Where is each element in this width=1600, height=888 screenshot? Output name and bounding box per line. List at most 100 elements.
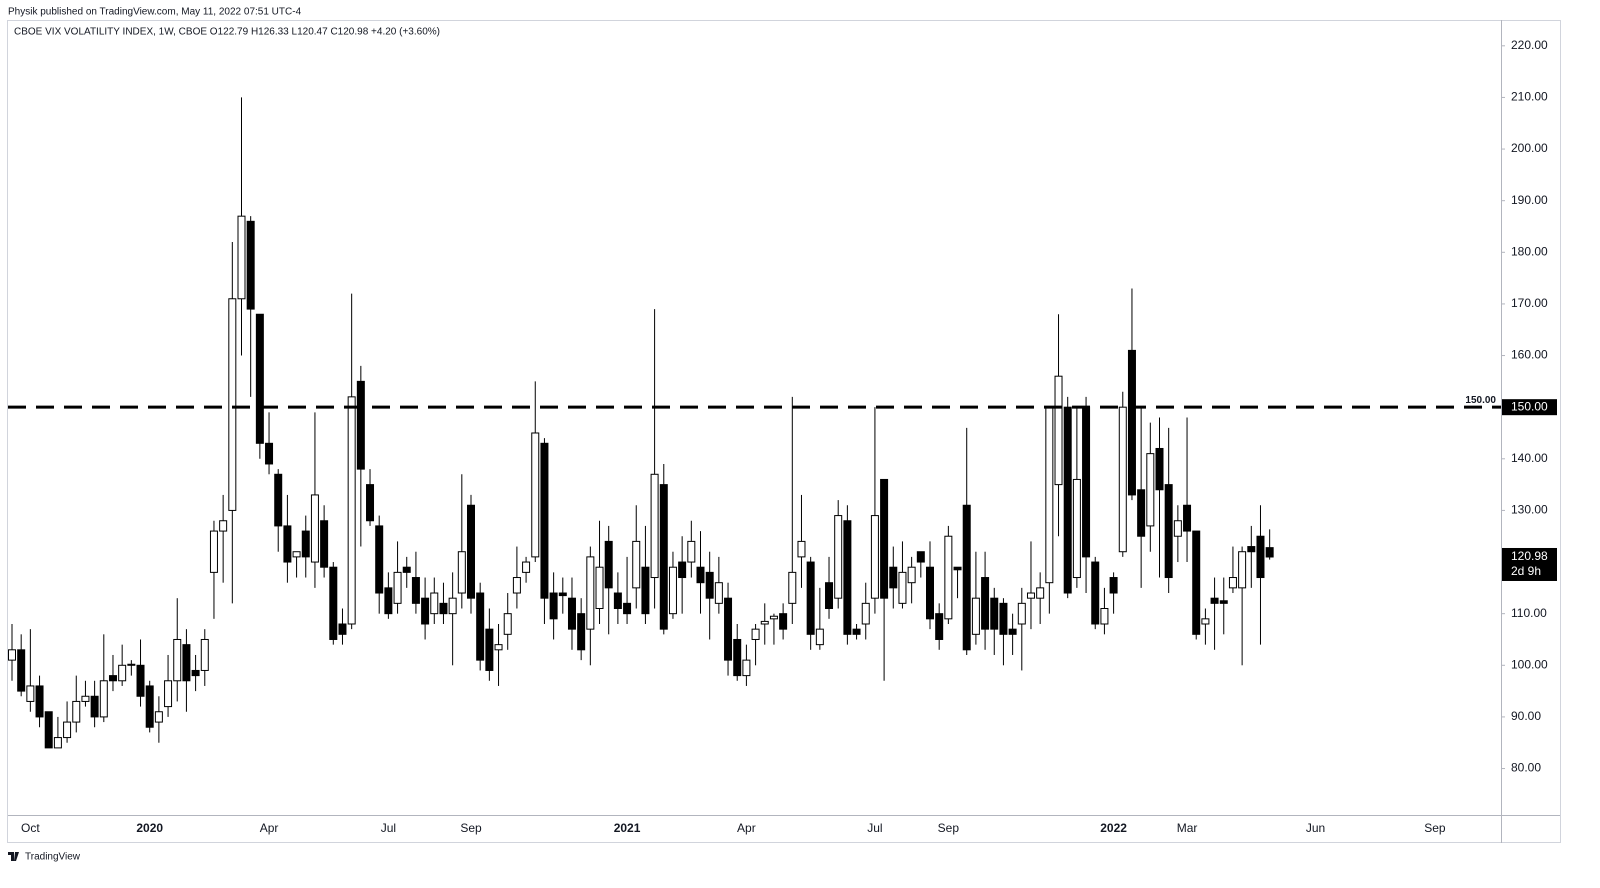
candle-body — [283, 525, 292, 563]
candle-body — [733, 638, 742, 677]
y-tick-label: 200.00 — [1511, 141, 1548, 155]
y-tick-label: 220.00 — [1511, 38, 1548, 52]
candle-body — [668, 566, 677, 615]
candle-body — [981, 577, 990, 630]
frame — [7, 20, 1561, 843]
y-tick-label: 140.00 — [1511, 451, 1548, 465]
candle-body — [347, 396, 356, 625]
candle-body — [108, 675, 117, 682]
x-tick-label: Apr — [260, 821, 279, 835]
candle-body — [1118, 406, 1127, 553]
candle-body — [999, 602, 1008, 635]
candle-body — [714, 582, 723, 604]
candle-body — [1063, 406, 1072, 594]
candle-body — [1026, 592, 1035, 599]
candle-body — [274, 473, 283, 527]
candle-body — [1054, 375, 1063, 486]
candle-body — [485, 628, 494, 671]
candle-body — [200, 638, 209, 671]
candle-body — [907, 566, 916, 584]
candle-body — [1238, 551, 1247, 589]
candle-body — [265, 442, 274, 465]
candle-body — [641, 566, 650, 615]
candle-body — [852, 628, 861, 635]
logo — [8, 852, 19, 861]
candle-body — [522, 561, 531, 573]
candle-body — [870, 515, 879, 599]
candle-body — [650, 473, 659, 579]
candle-body — [384, 587, 393, 615]
candle-body — [1008, 628, 1017, 635]
x-tick-label: Jun — [1306, 821, 1325, 835]
y-tick-label: 180.00 — [1511, 244, 1548, 258]
countdown: 2d 9h — [1511, 564, 1541, 578]
candle-body — [1137, 489, 1146, 537]
candle-body — [1247, 546, 1256, 553]
candle-body — [457, 551, 466, 594]
candle-body — [127, 663, 136, 666]
candle-body — [366, 484, 375, 522]
candle-body — [898, 571, 907, 604]
candle-body — [788, 571, 797, 604]
y-tick-label: 130.00 — [1511, 503, 1548, 517]
candle-body — [687, 540, 696, 563]
candle-body — [81, 695, 90, 702]
candle-body — [44, 711, 53, 749]
candle-body — [35, 685, 44, 718]
candle-body — [1146, 453, 1155, 527]
candle-body — [623, 602, 632, 615]
candle-body — [237, 215, 246, 300]
candle-body — [338, 623, 347, 635]
candle-body — [586, 556, 595, 630]
candle-body — [1045, 406, 1054, 584]
candle-body — [779, 613, 788, 630]
candle-body — [209, 530, 218, 573]
hline-tag — [1502, 399, 1557, 416]
candle-body — [393, 571, 402, 604]
candle-body — [1127, 349, 1136, 496]
candle-body — [916, 551, 925, 563]
candle-body — [843, 520, 852, 635]
candle-body — [53, 737, 62, 749]
y-tick-label: 210.00 — [1511, 90, 1548, 104]
x-tick-label: Apr — [737, 821, 756, 835]
x-tick-label: 2020 — [136, 821, 163, 835]
y-tick-label: 160.00 — [1511, 348, 1548, 362]
candle-body — [476, 592, 485, 661]
candle-body — [173, 638, 182, 682]
candle-body — [402, 566, 411, 573]
candle-body — [118, 664, 127, 682]
candle-body — [613, 592, 622, 610]
candle-body — [1091, 561, 1100, 625]
candle-body — [549, 592, 558, 620]
candle-body — [1155, 447, 1164, 491]
candle-body — [182, 644, 191, 682]
candle-body — [1100, 608, 1109, 625]
candle-body — [154, 711, 163, 723]
candle-body — [448, 597, 457, 615]
y-tick-label: 110.00 — [1511, 606, 1547, 620]
candle-body — [1036, 587, 1045, 599]
candle-body — [604, 540, 613, 589]
candle-body — [751, 628, 760, 640]
candle-body — [246, 220, 255, 310]
candle-body — [724, 597, 733, 661]
candle-body — [540, 442, 549, 599]
candle-body — [90, 695, 99, 718]
candle-body — [503, 613, 512, 635]
candle-body — [301, 530, 310, 558]
x-tick-label: Mar — [1177, 821, 1198, 835]
candle-body — [145, 685, 154, 728]
candle-body — [1017, 602, 1026, 625]
candle-body — [971, 597, 980, 635]
candle-body — [632, 540, 641, 589]
candle-body — [889, 566, 898, 589]
header: Physik published on TradingView.com, May… — [8, 7, 302, 18]
candle-body — [926, 566, 934, 620]
candle-body — [292, 551, 301, 558]
y-tick-label: 170.00 — [1511, 296, 1548, 310]
candle-body — [825, 582, 834, 610]
candle-body — [1164, 484, 1173, 579]
candle-body — [356, 380, 365, 470]
